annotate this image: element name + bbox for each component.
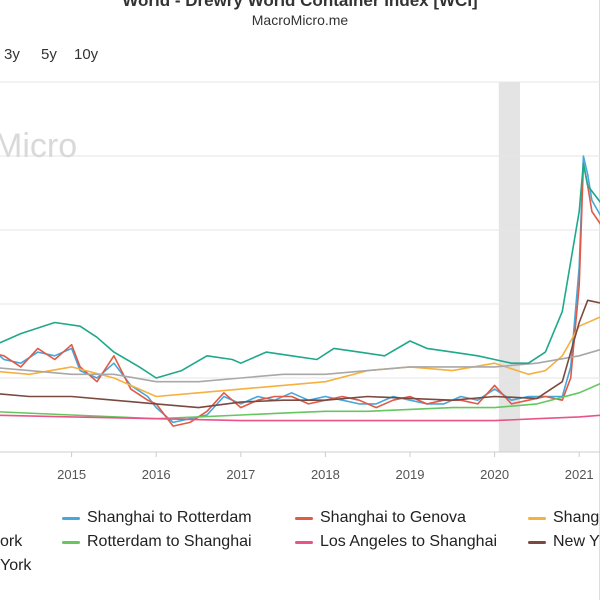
legend-rotterdam-to-shanghai[interactable]: Rotterdam to Shanghai — [62, 532, 252, 552]
series-line-5 — [0, 414, 600, 422]
legend-swatch-icon — [528, 540, 546, 544]
legend-swatch-icon — [295, 516, 313, 520]
x-tick-label: 2021 — [565, 467, 594, 482]
watermark-text: Micro — [0, 127, 77, 165]
legend-partial-york[interactable]: ork — [0, 533, 23, 550]
shaded-period-band — [498, 82, 520, 452]
legend-shanghai-to-partial[interactable]: Shang — [528, 508, 599, 528]
legend-row-2: ork Rotterdam to Shanghai Los Angeles to… — [0, 532, 600, 556]
legend-los-angeles-to-shanghai[interactable]: Los Angeles to Shanghai — [295, 532, 497, 552]
legend-swatch-icon — [62, 540, 80, 544]
legend-swatch-icon — [295, 540, 313, 544]
x-tick-label: 2020 — [480, 467, 509, 482]
series-line-2 — [0, 316, 600, 398]
x-tick-label: 2016 — [142, 467, 171, 482]
legend-row-3: York — [0, 556, 600, 580]
chart-source: MacroMicro.me — [251, 12, 349, 28]
legend-york-partial[interactable]: York — [0, 557, 32, 574]
chart-title: World - Drewry World Container Index [WC… — [122, 0, 478, 10]
x-tick-label: 2017 — [226, 467, 255, 482]
legend-swatch-icon — [528, 516, 546, 520]
series-line-6 — [0, 299, 600, 409]
legend-swatch-icon — [62, 516, 80, 520]
legend-new-york-partial[interactable]: New Y — [528, 532, 600, 552]
x-tick-label: 2018 — [311, 467, 340, 482]
chart-plot: Micro42015201620172018201920202021 — [0, 81, 600, 482]
legend-shanghai-to-genova[interactable]: Shanghai to Genova — [295, 508, 466, 528]
series-line-1 — [0, 162, 600, 427]
range-tab-10y[interactable]: 10y — [74, 46, 99, 63]
range-tab-5y[interactable]: 5y — [41, 46, 57, 63]
legend-row-1: Shanghai to Rotterdam Shanghai to Genova… — [0, 508, 600, 532]
x-tick-label: 2015 — [57, 467, 86, 482]
x-tick-label: 2019 — [396, 467, 425, 482]
legend-shanghai-to-rotterdam[interactable]: Shanghai to Rotterdam — [62, 508, 252, 528]
series-line-7 — [0, 162, 600, 379]
range-tab-3y[interactable]: 3y — [4, 46, 20, 63]
series-line-3 — [0, 348, 600, 383]
